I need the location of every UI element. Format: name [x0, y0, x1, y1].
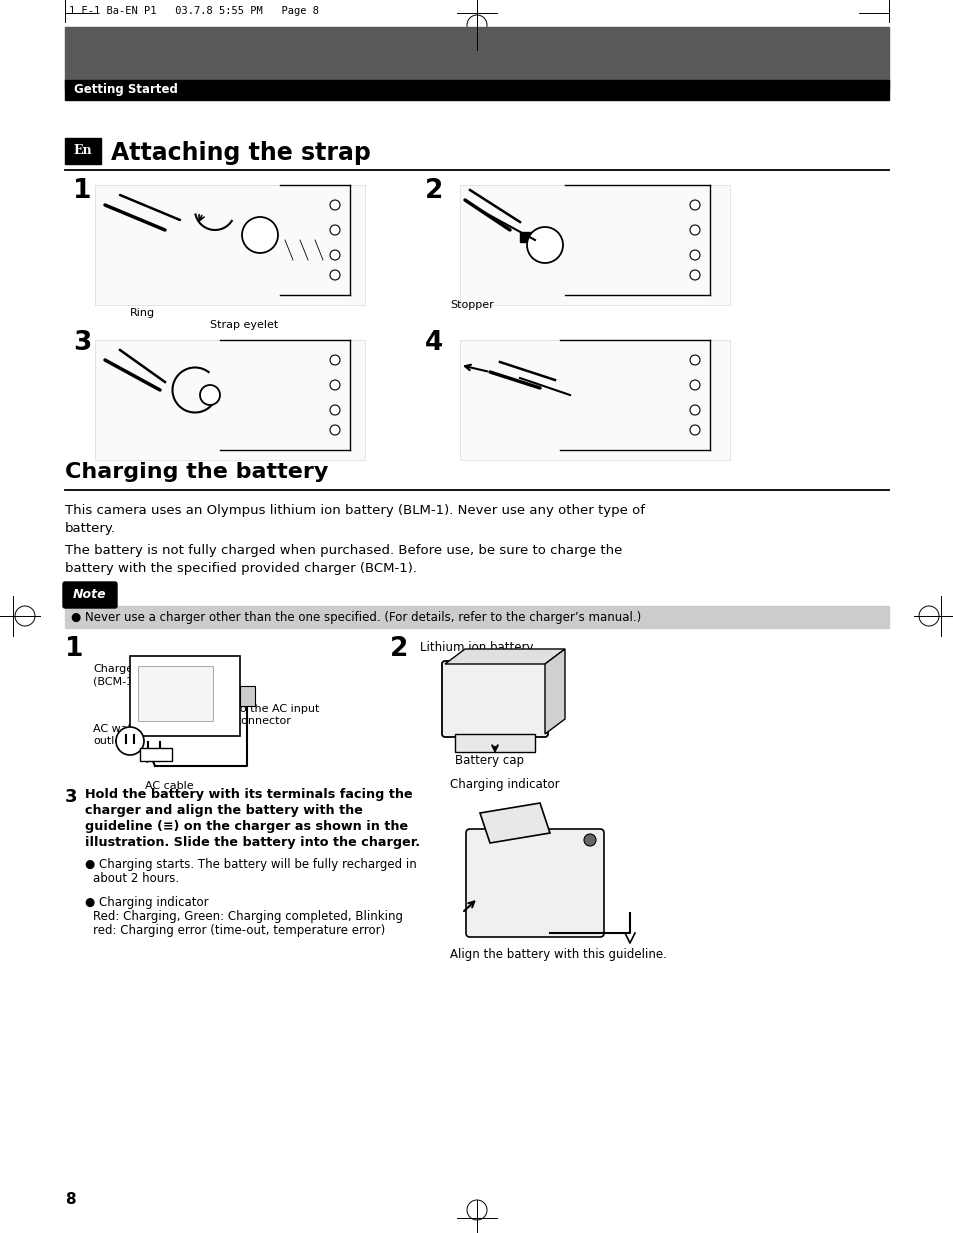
Text: 3: 3	[73, 330, 91, 356]
Bar	[95, 340, 365, 460]
Text: Note: Note	[73, 588, 107, 602]
Text: Charger: Charger	[92, 665, 137, 674]
Text: about 2 hours.: about 2 hours.	[92, 872, 179, 885]
FancyBboxPatch shape	[441, 661, 547, 737]
Circle shape	[689, 404, 700, 416]
Text: Strap eyelet: Strap eyelet	[210, 321, 278, 330]
Bar	[65, 605, 888, 628]
Text: Battery cap: Battery cap	[455, 755, 523, 767]
Bar	[95, 185, 365, 305]
Text: outlet: outlet	[92, 736, 126, 746]
Text: Getting Started: Getting Started	[74, 84, 177, 96]
Text: (BCM-1): (BCM-1)	[92, 676, 137, 686]
Text: Stopper: Stopper	[450, 300, 494, 309]
FancyBboxPatch shape	[63, 582, 117, 608]
Circle shape	[330, 355, 339, 365]
Bar	[138, 666, 213, 721]
Circle shape	[689, 270, 700, 280]
Text: Attaching the strap: Attaching the strap	[111, 141, 371, 165]
Text: Hold the battery with its terminals facing the: Hold the battery with its terminals faci…	[85, 788, 413, 801]
Circle shape	[689, 200, 700, 210]
Circle shape	[330, 380, 339, 390]
Polygon shape	[544, 649, 564, 734]
Text: This camera uses an Olympus lithium ion battery (BLM-1). Never use any other typ: This camera uses an Olympus lithium ion …	[65, 504, 644, 517]
Text: Ring: Ring	[130, 308, 155, 318]
Text: Lithium ion battery: Lithium ion battery	[419, 641, 533, 653]
Text: guideline (≡) on the charger as shown in the: guideline (≡) on the charger as shown in…	[85, 820, 408, 834]
Circle shape	[689, 224, 700, 236]
Text: En: En	[73, 144, 92, 158]
Bar	[140, 748, 172, 761]
Bar	[130, 656, 240, 736]
Circle shape	[689, 355, 700, 365]
Circle shape	[689, 380, 700, 390]
Circle shape	[526, 227, 562, 263]
Text: charger and align the battery with the: charger and align the battery with the	[85, 804, 362, 817]
Text: connector: connector	[234, 716, 291, 726]
Bar	[455, 734, 535, 752]
Circle shape	[116, 727, 144, 755]
Circle shape	[689, 425, 700, 435]
Text: The battery is not fully charged when purchased. Before use, be sure to charge t: The battery is not fully charged when pu…	[65, 544, 621, 557]
Circle shape	[242, 217, 277, 253]
Text: 4: 4	[424, 330, 443, 356]
Text: battery with the specified provided charger (BCM-1).: battery with the specified provided char…	[65, 562, 416, 575]
Text: Charging the battery: Charging the battery	[65, 462, 328, 482]
Bar	[240, 686, 254, 707]
Circle shape	[583, 834, 596, 846]
Circle shape	[330, 200, 339, 210]
Text: illustration. Slide the battery into the charger.: illustration. Slide the battery into the…	[85, 836, 419, 850]
Text: 3: 3	[65, 788, 77, 806]
Bar	[459, 340, 729, 460]
Text: 1: 1	[73, 178, 91, 203]
Polygon shape	[444, 649, 564, 665]
Text: 2: 2	[424, 178, 443, 203]
Text: Charging indicator: Charging indicator	[450, 778, 559, 792]
Circle shape	[330, 425, 339, 435]
Text: 1 E-1 Ba-EN P1   03.7.8 5:55 PM   Page 8: 1 E-1 Ba-EN P1 03.7.8 5:55 PM Page 8	[69, 6, 318, 16]
Text: battery.: battery.	[65, 522, 116, 535]
Circle shape	[330, 224, 339, 236]
Circle shape	[200, 385, 220, 404]
Text: To the AC input: To the AC input	[234, 704, 319, 714]
Bar	[459, 185, 729, 305]
Text: AC cable: AC cable	[145, 780, 193, 792]
Bar	[65, 138, 101, 164]
Bar	[519, 232, 541, 242]
Polygon shape	[479, 803, 550, 843]
Text: 8: 8	[65, 1192, 75, 1207]
FancyBboxPatch shape	[465, 829, 603, 937]
Text: ● Charging starts. The battery will be fully recharged in: ● Charging starts. The battery will be f…	[85, 858, 416, 870]
Text: ● Never use a charger other than the one specified. (For details, refer to the c: ● Never use a charger other than the one…	[71, 610, 640, 624]
Text: red: Charging error (time-out, temperature error): red: Charging error (time-out, temperatu…	[92, 924, 385, 937]
Text: 2: 2	[390, 636, 408, 662]
Circle shape	[689, 250, 700, 260]
Bar	[65, 27, 888, 89]
Text: Red: Charging, Green: Charging completed, Blinking: Red: Charging, Green: Charging completed…	[92, 910, 402, 924]
Bar	[65, 80, 888, 100]
Text: ● Charging indicator: ● Charging indicator	[85, 896, 209, 909]
Text: 1: 1	[65, 636, 84, 662]
Circle shape	[330, 250, 339, 260]
Text: AC wall: AC wall	[92, 724, 133, 734]
Text: Align the battery with this guideline.: Align the battery with this guideline.	[450, 948, 666, 961]
Circle shape	[330, 404, 339, 416]
Circle shape	[330, 270, 339, 280]
